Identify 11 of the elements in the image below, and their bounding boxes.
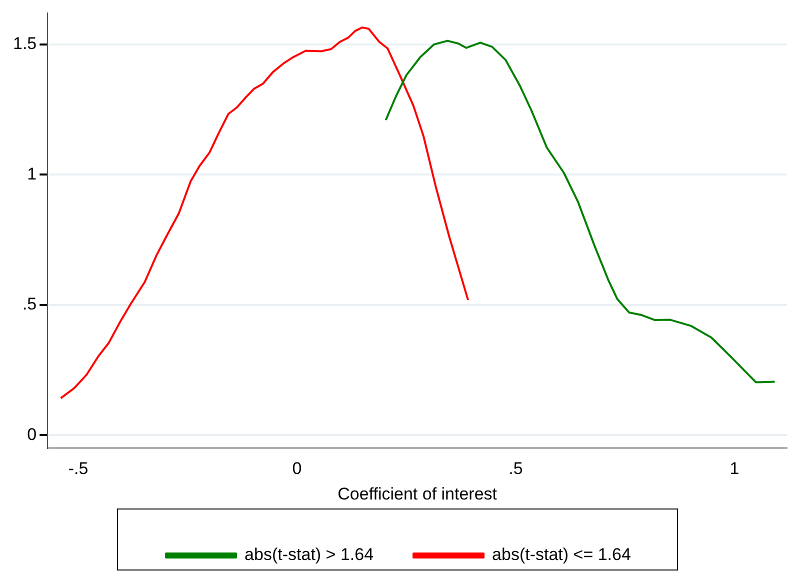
x-tick-label: 1: [730, 459, 740, 478]
x-tick-label: .5: [508, 459, 523, 478]
y-tick-label: 0: [27, 424, 37, 444]
y-tick-label: 1: [27, 164, 37, 184]
legend-label: abs(t-stat) <= 1.64: [492, 545, 631, 564]
y-tick-label: 1.5: [12, 34, 37, 54]
x-tick-label: -.5: [68, 459, 88, 478]
x-axis-title: Coefficient of interest: [338, 484, 498, 504]
legend-label: abs(t-stat) > 1.64: [244, 545, 374, 564]
x-tick-label: 0: [292, 459, 302, 478]
y-tick-label: .5: [22, 294, 37, 314]
